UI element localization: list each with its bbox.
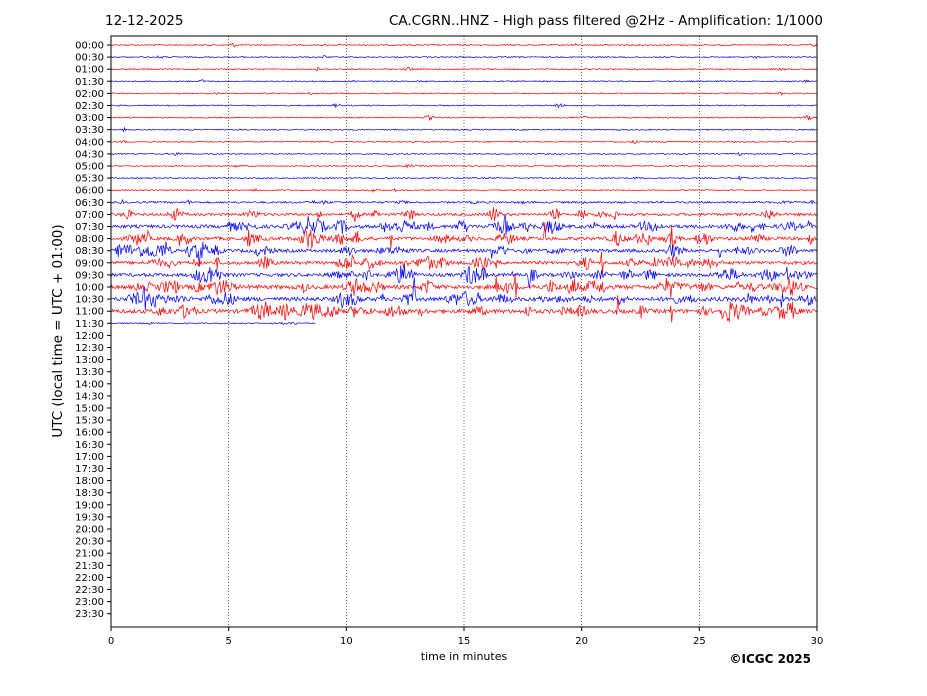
x-tick-label: 0 — [108, 636, 114, 647]
y-tick-label: 20:30 — [75, 537, 104, 548]
trace-row-0300 — [110, 114, 817, 122]
trace-row-0130 — [110, 79, 817, 84]
y-tick-label: 07:30 — [75, 222, 104, 233]
trace-row-0830 — [110, 241, 817, 267]
y-axis-tick-labels: 00:0000:3001:0001:3002:0002:3003:0003:30… — [75, 41, 111, 620]
y-tick-label: 11:00 — [75, 307, 104, 318]
y-tick-label: 03:30 — [75, 125, 104, 136]
date-label: 12-12-2025 — [105, 13, 183, 29]
y-tick-label: 14:00 — [75, 379, 104, 390]
x-tick-label: 15 — [458, 636, 471, 647]
y-tick-label: 23:30 — [75, 609, 104, 620]
y-tick-label: 04:00 — [75, 137, 104, 148]
y-tick-label: 04:30 — [75, 149, 104, 160]
trace-row-0100 — [110, 66, 817, 72]
trace-row-0730 — [110, 214, 817, 236]
trace-row-1130 — [110, 321, 316, 325]
y-tick-label: 16:30 — [75, 440, 104, 451]
x-tick-label: 25 — [693, 636, 706, 647]
y-tick-label: 00:30 — [75, 53, 104, 64]
y-tick-label: 10:00 — [75, 283, 104, 294]
seismogram-traces — [110, 42, 817, 325]
y-tick-label: 23:00 — [75, 597, 104, 608]
y-tick-label: 11:30 — [75, 319, 104, 330]
trace-row-0800 — [110, 222, 817, 250]
y-tick-label: 12:00 — [75, 331, 104, 342]
y-tick-label: 05:00 — [75, 162, 104, 173]
trace-row-1000 — [110, 274, 817, 299]
x-tick-label: 10 — [340, 636, 353, 647]
trace-row-1100 — [110, 295, 817, 323]
trace-row-0230 — [110, 103, 817, 109]
y-tick-label: 22:00 — [75, 573, 104, 584]
copyright-label: ©ICGC 2025 — [729, 652, 811, 666]
x-axis-tick-labels: 0 5 10 15 20 25 30 — [108, 627, 824, 647]
trace-row-0500 — [110, 163, 817, 169]
y-tick-label: 03:00 — [75, 113, 104, 124]
y-tick-label: 18:30 — [75, 488, 104, 499]
y-tick-label: 19:00 — [75, 500, 104, 511]
trace-row-0630 — [110, 198, 817, 206]
plot-frame — [110, 35, 818, 628]
trace-row-0930 — [110, 264, 817, 289]
time-gridlines — [228, 36, 700, 627]
y-tick-label: 07:00 — [75, 210, 104, 221]
trace-row-0430 — [110, 151, 817, 157]
trace-row-0900 — [110, 251, 817, 275]
y-tick-label: 12:30 — [75, 343, 104, 354]
x-tick-label: 5 — [225, 636, 231, 647]
y-tick-label: 08:00 — [75, 234, 104, 245]
trace-row-0030 — [110, 54, 817, 59]
trace-row-0000 — [110, 42, 817, 48]
y-tick-label: 10:30 — [75, 295, 104, 306]
y-tick-label: 09:30 — [75, 270, 104, 281]
trace-row-1030 — [110, 277, 817, 311]
y-tick-label: 20:00 — [75, 525, 104, 536]
y-tick-label: 22:30 — [75, 585, 104, 596]
y-tick-label: 14:30 — [75, 391, 104, 402]
y-tick-label: 06:30 — [75, 198, 104, 209]
y-tick-label: 18:00 — [75, 476, 104, 487]
y-axis-label: UTC (local time = UTC + 01:00) — [50, 224, 66, 437]
trace-row-0700 — [110, 207, 817, 222]
y-tick-label: 05:30 — [75, 174, 104, 185]
y-tick-label: 17:30 — [75, 464, 104, 475]
y-tick-label: 21:30 — [75, 561, 104, 572]
y-tick-label: 09:00 — [75, 258, 104, 269]
y-tick-label: 02:30 — [75, 101, 104, 112]
y-tick-label: 21:00 — [75, 549, 104, 560]
trace-row-0530 — [110, 175, 817, 181]
y-tick-label: 01:30 — [75, 77, 104, 88]
y-tick-label: 16:00 — [75, 428, 104, 439]
trace-row-0200 — [110, 91, 817, 96]
x-tick-label: 30 — [811, 636, 824, 647]
y-tick-label: 02:00 — [75, 89, 104, 100]
y-tick-label: 01:00 — [75, 65, 104, 76]
y-tick-label: 00:00 — [75, 41, 104, 52]
y-tick-label: 19:30 — [75, 512, 104, 523]
trace-row-0400 — [110, 139, 817, 144]
y-tick-label: 17:00 — [75, 452, 104, 463]
x-axis-label: time in minutes — [421, 650, 508, 663]
trace-row-0330 — [110, 126, 817, 133]
x-tick-label: 20 — [575, 636, 588, 647]
trace-row-0600 — [110, 187, 817, 194]
y-tick-label: 06:00 — [75, 186, 104, 197]
chart-title: CA.CGRN..HNZ - High pass filtered @2Hz -… — [389, 13, 823, 29]
y-tick-label: 08:30 — [75, 246, 104, 257]
y-tick-label: 13:30 — [75, 367, 104, 378]
y-tick-label: 15:00 — [75, 404, 104, 415]
y-tick-label: 13:00 — [75, 355, 104, 366]
y-tick-label: 15:30 — [75, 416, 104, 427]
